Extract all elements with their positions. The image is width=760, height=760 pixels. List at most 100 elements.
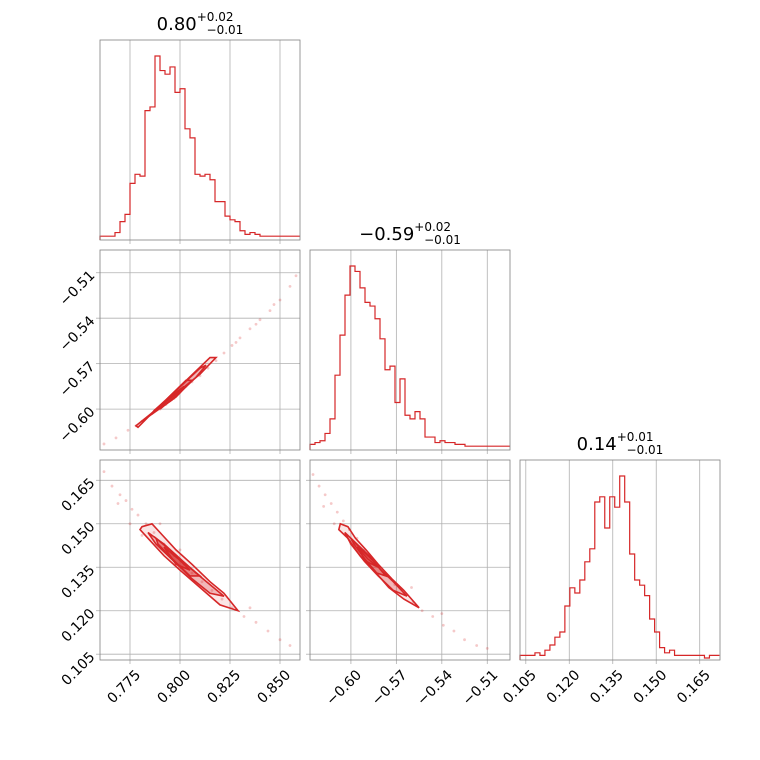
title-param-1: 0.80+0.02 −0.01 (157, 10, 244, 37)
x-tick-label: −0.54 (414, 667, 456, 709)
scatter-point (278, 638, 282, 642)
scatter-point (322, 504, 326, 508)
scatter-point (242, 615, 246, 618)
scatter-point (335, 510, 339, 514)
panel-scatter_x1_x2 (96, 250, 300, 454)
scatter-point (485, 647, 489, 650)
title-minus: −0.01 (207, 23, 244, 37)
hist-panel-3 (525, 460, 701, 664)
scatter-point (475, 644, 479, 647)
scatter-point (222, 351, 226, 355)
scatter-point (323, 493, 327, 497)
scatter-point (102, 442, 106, 446)
density-contour (163, 546, 191, 571)
scatter-point (248, 327, 252, 331)
scatter-point (140, 533, 144, 537)
histogram-series (99, 55, 300, 240)
scatter-point (230, 344, 234, 347)
scatter-point (116, 502, 120, 505)
scatter-point (268, 309, 272, 313)
title-median: 0.80 (157, 14, 197, 35)
y-tick-label: 0.150 (59, 519, 99, 559)
scatter-point (118, 493, 122, 497)
scatter-point (266, 629, 270, 633)
x-tick-label: 0.150 (631, 667, 671, 707)
scatter-point (102, 470, 106, 473)
scatter-point (128, 522, 132, 526)
y-tick-label: 0.120 (59, 606, 99, 646)
title-param-2: −0.59+0.02 −0.01 (359, 220, 461, 247)
scatter-point (410, 586, 413, 589)
x-tick-label: 0.775 (104, 667, 144, 707)
y-tick-label: −0.57 (57, 359, 99, 401)
scatter-point (317, 484, 321, 488)
y-tick-label: 0.105 (59, 649, 99, 689)
scatter-point (126, 428, 130, 432)
x-tick-label: 0.800 (154, 667, 194, 707)
axes-frame (99, 39, 301, 241)
density-contour (154, 535, 203, 577)
y-tick-label: −0.60 (57, 404, 99, 446)
title-plus: +0.02 (197, 10, 234, 24)
scatter-point (114, 436, 118, 440)
scatter-point (254, 620, 258, 624)
x-tick-label: 0.120 (544, 667, 584, 707)
x-tick-label: −0.60 (323, 667, 365, 709)
x-tick-label: 0.165 (674, 667, 714, 707)
x-tick-label: 0.135 (587, 667, 627, 707)
scatter-point (311, 473, 315, 476)
panel-scatter_x1_x3 (96, 460, 300, 664)
axes-frame (309, 459, 511, 661)
scatter-point (130, 507, 134, 511)
scatter-point (210, 589, 214, 592)
scatter-point (248, 606, 252, 610)
title-plus: +0.02 (414, 220, 451, 234)
scatter-point (136, 513, 140, 517)
x-tick-label: −0.51 (460, 667, 502, 709)
scatter-point (144, 522, 148, 526)
hist-panel-1 (129, 40, 281, 244)
panel-scatter_x2_x3 (306, 460, 510, 664)
scatter-point (294, 274, 298, 278)
y-tick-label: −0.51 (57, 268, 99, 310)
title-minus: −0.01 (627, 443, 664, 457)
density-contour (159, 385, 185, 410)
histogram-series (309, 265, 510, 450)
scatter-point (420, 609, 424, 613)
axes-frame (99, 249, 301, 451)
hist-panel-2 (350, 250, 488, 454)
x-tick-label: 0.105 (500, 667, 540, 707)
x-tick-label: −0.57 (369, 667, 411, 709)
scatter-point (440, 612, 444, 616)
scatter-point (234, 341, 238, 344)
scatter-point (124, 499, 128, 502)
scatter-point (254, 322, 258, 326)
density-contour (356, 546, 379, 568)
scatter-point (220, 597, 224, 601)
scatter-point (214, 359, 218, 363)
x-tick-label: 0.850 (254, 667, 294, 707)
scatter-point (258, 318, 262, 322)
scatter-point (278, 298, 282, 302)
histogram-series (519, 475, 720, 660)
scatter-point (272, 303, 276, 306)
scatter-point (463, 638, 466, 642)
y-tick-label: −0.54 (57, 313, 99, 355)
scatter-point (332, 522, 336, 526)
title-median: −0.59 (359, 224, 414, 245)
scatter-point (431, 615, 435, 618)
scatter-point (200, 580, 204, 584)
scatter-point (288, 284, 292, 288)
axes-frame (519, 459, 721, 661)
y-tick-label: 0.135 (59, 562, 99, 602)
density-contour (350, 537, 389, 578)
title-minus: −0.01 (424, 233, 461, 247)
scatter-point (452, 629, 456, 633)
axes-frame (309, 249, 511, 451)
scatter-point (178, 548, 182, 552)
title-plus: +0.01 (617, 430, 654, 444)
scatter-point (158, 522, 162, 526)
axes-frame (99, 459, 301, 661)
x-tick-label: 0.825 (204, 667, 244, 707)
